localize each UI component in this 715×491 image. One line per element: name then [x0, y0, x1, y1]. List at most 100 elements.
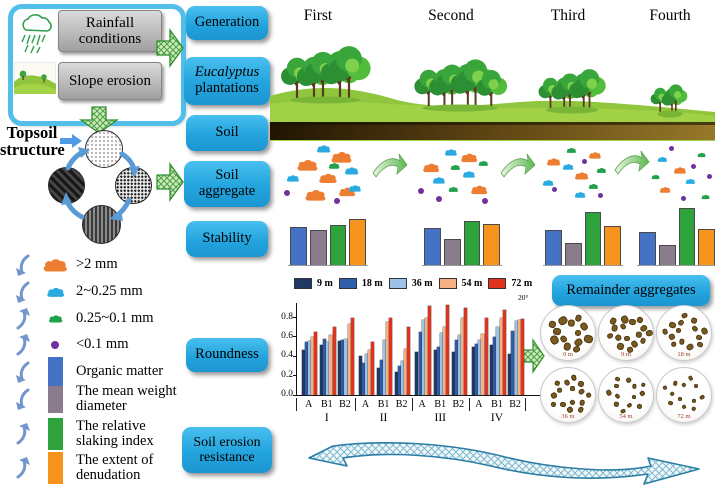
roundness-bar — [401, 361, 405, 395]
roundness-bar — [332, 327, 336, 395]
remainder-dot — [691, 406, 697, 412]
remainder-dot — [639, 337, 647, 345]
x-group-separator — [355, 398, 357, 411]
remainder-dot — [577, 405, 585, 414]
remainder-dot — [640, 381, 646, 388]
aggregate-cluster-fourth — [651, 146, 713, 206]
roundness-bar — [305, 341, 309, 395]
aggregate-cloud — [478, 160, 489, 166]
roundness-legend-swatch — [438, 278, 457, 289]
flow-arrow-right-icon — [156, 27, 184, 69]
roundness-bar — [475, 343, 479, 395]
decrease-arrow-icon — [16, 388, 30, 411]
roundness-legend-label: 72 m — [511, 278, 533, 289]
rect-green-icon — [47, 418, 63, 450]
aggregate-cloud — [547, 158, 561, 166]
stability-chart-third — [543, 205, 623, 266]
remainder-dot — [666, 399, 673, 406]
cluster-arrow-3-icon — [614, 150, 650, 175]
roundness-bar — [302, 350, 306, 395]
x-group-label: III — [434, 412, 447, 424]
roundness-legend-label: 36 m — [411, 278, 433, 289]
roundness-bar — [415, 352, 419, 395]
roundness-bar — [493, 336, 497, 395]
roundness-bar — [472, 346, 476, 395]
roundness-bar — [394, 371, 398, 395]
aggregate-cloud — [319, 173, 337, 183]
roundness-bar — [517, 320, 521, 395]
x-group-separator — [525, 398, 527, 411]
roundness-bar — [358, 356, 362, 395]
remainder-dot — [681, 404, 687, 411]
aggregate-dot — [582, 159, 587, 164]
stage-ser-text2: resistance — [199, 450, 255, 465]
roundness-legend-swatch — [294, 278, 312, 289]
aggregate-dot — [482, 198, 488, 204]
remainder-dot — [628, 318, 636, 326]
remainder-dot — [557, 387, 563, 393]
remainder-dot — [636, 402, 643, 410]
roundness-bar — [344, 338, 348, 395]
legend-item-label: <0.1 mm — [76, 336, 129, 353]
decrease-arrow-icon — [16, 254, 30, 276]
increase-arrow-icon — [16, 423, 30, 445]
ground-bush — [290, 96, 360, 104]
plantation-scene — [270, 46, 715, 141]
remainder-dot — [631, 395, 636, 400]
stability-bar — [309, 230, 327, 265]
stage-soil-erosion-resistance: Soil erosion resistance — [182, 427, 272, 473]
aggregate-dot — [436, 196, 442, 202]
roundness-bar — [320, 344, 324, 395]
aggregate-cloud — [317, 145, 331, 153]
remainder-dot — [625, 401, 633, 409]
legend-item: 2~0.25 mm — [14, 281, 182, 303]
x-subgroup-label: B1 — [491, 399, 503, 410]
increase-arrow-icon — [16, 334, 30, 356]
remainder-dot — [668, 391, 675, 397]
remainder-dot — [616, 341, 626, 350]
roundness-bar — [407, 327, 411, 395]
aggregate-cloud — [444, 149, 457, 156]
x-group-label: I — [324, 412, 329, 424]
remainder-dot — [553, 379, 561, 386]
roundness-bar — [439, 333, 443, 395]
remainder-dot — [693, 383, 699, 388]
aggregate-cloud — [348, 185, 361, 192]
y-tick-label: 0.4 — [281, 350, 293, 361]
topsoil-structure-label: Topsoil structure — [0, 123, 65, 160]
roundness-bar — [433, 350, 437, 395]
legend-item: >2 mm — [14, 254, 182, 276]
legend-item-label: 0.25~0.1 mm — [76, 310, 154, 327]
aggregate-cloud — [297, 160, 318, 171]
aggregate-cloud — [659, 187, 671, 193]
decrease-arrow-icon — [16, 361, 30, 383]
roundness-bar — [308, 340, 312, 395]
roundness-bar — [442, 327, 446, 395]
remainder-dot — [569, 374, 577, 381]
roundness-bar — [499, 317, 503, 395]
aggregate-cloud — [651, 174, 660, 180]
remainder-dot — [624, 376, 632, 384]
roundness-bar — [427, 305, 431, 395]
tree — [574, 69, 606, 108]
y-tick-label: 0.8 — [281, 311, 293, 322]
remainder-circle-72m: 72 m — [656, 367, 712, 423]
stability-bar — [329, 225, 347, 265]
roundness-bar — [376, 367, 380, 395]
remainder-label: 36 m — [561, 413, 575, 420]
aggregate-dot — [418, 188, 424, 194]
stability-bar — [564, 243, 582, 265]
remainder-dot — [577, 380, 586, 388]
stage-roundness-text: Roundness — [195, 346, 259, 363]
remainder-circle-54m: 54 m — [598, 367, 654, 423]
ground-bush — [422, 104, 498, 112]
stage-generation: Generation — [186, 6, 268, 40]
ground-bush — [657, 110, 683, 118]
remainder-dot — [672, 380, 678, 386]
aggregate-cloud — [588, 183, 599, 189]
stability-chart-second — [422, 205, 502, 266]
roundness-bar — [364, 354, 368, 395]
remainder-dot — [681, 312, 689, 320]
legend-item-label: The mean weight diameter — [76, 383, 177, 415]
aggregate-cloud — [423, 163, 440, 173]
